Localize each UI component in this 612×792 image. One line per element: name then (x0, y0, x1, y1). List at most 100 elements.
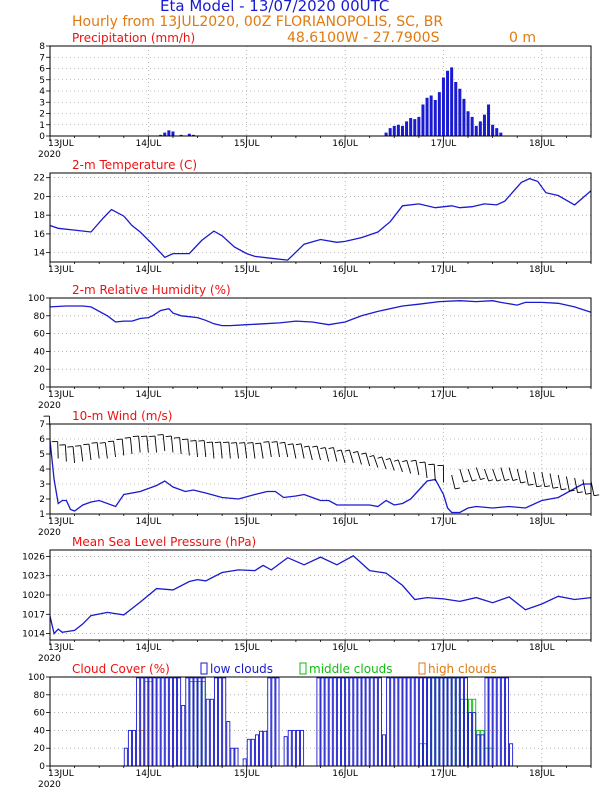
precip-bar (474, 125, 478, 136)
wind-barb-staff (397, 459, 403, 473)
cloud-middle-bar (488, 747, 493, 767)
precip-ytick-label: 1 (39, 121, 45, 131)
wind-xtick-label: 13JUL (48, 517, 74, 527)
cloud-middle-bar (468, 698, 473, 767)
wind-barb-staff (276, 441, 280, 458)
cloud-low-bar (496, 677, 501, 767)
wind-barb-staff (113, 440, 117, 458)
cloud-low-bar (406, 677, 411, 767)
mslp-xtick-label: 14JUL (136, 643, 162, 653)
cloud-middle-bar (189, 681, 194, 767)
precip-bar (421, 104, 425, 136)
cloud-low-bar (332, 677, 337, 767)
precip-bar (450, 67, 454, 136)
wind-xtick-label: 18JUL (529, 517, 555, 527)
mslp-line (49, 555, 592, 635)
cloud-low-bar (205, 698, 210, 767)
precip-bar (425, 97, 429, 136)
precip-bar (409, 118, 413, 136)
temp-ytick-label: 14 (34, 249, 46, 259)
rh-year-label: 2020 (38, 401, 61, 411)
wind-barb-staff (211, 442, 215, 459)
wind-barb-flag (75, 445, 81, 447)
wind-barb-flag (454, 487, 461, 490)
wind-barb-flag (263, 441, 269, 443)
cloud-low-bar (320, 677, 325, 767)
wind-frame (49, 423, 592, 515)
cloud-low-bar (336, 677, 341, 767)
wind-barb-flag (83, 443, 89, 446)
cloud-low-bar (316, 677, 321, 767)
cloud-low-bar (476, 734, 481, 767)
precip-bar (171, 131, 175, 136)
precip-ytick-label: 3 (39, 98, 45, 108)
wind-barb-staff (179, 437, 182, 455)
cloud-low-bar (427, 677, 432, 767)
cloud-xtick-label: 13JUL (48, 769, 74, 779)
precip-bar (163, 132, 167, 136)
mslp-ytick-label: 1014 (22, 630, 45, 640)
cloud-low-bar (213, 677, 218, 767)
mslp-ytick-label: 1023 (22, 572, 45, 582)
wind-barb-staff (284, 442, 289, 458)
precip-xtick-label: 13JUL (48, 139, 74, 149)
cloud-low-bar (283, 736, 288, 767)
wind-barb-staff (433, 464, 436, 482)
precip-bar (446, 70, 450, 136)
wind-barb-staff (357, 451, 362, 465)
cloud-low-bar (390, 677, 395, 767)
wind-barb-staff (406, 460, 412, 474)
rh-ytick-label: 20 (34, 365, 46, 375)
cloud-low-bar (197, 677, 202, 767)
cloud-middle-bar (484, 747, 489, 767)
wind-barb-flag (230, 442, 237, 444)
precip-bar (458, 88, 462, 136)
wind-barb-staff (268, 441, 272, 458)
precip-bar (499, 132, 503, 136)
wind-barb-staff (162, 434, 166, 452)
wind-barb-staff (333, 447, 338, 462)
cloud-middle-bar (451, 677, 456, 767)
cloud-low-bar (168, 677, 173, 767)
cloud-low-bar (500, 677, 505, 767)
wind-barb-flag (472, 479, 477, 482)
cloud-low-bar (328, 677, 333, 767)
precip-xtick-label: 17JUL (431, 139, 457, 149)
precip-bar (487, 104, 491, 136)
wind-barb-staff (57, 441, 59, 459)
wind-barb-staff (541, 471, 546, 487)
wind-barb-staff (582, 479, 587, 495)
wind-barb-staff (104, 442, 108, 459)
wind-barb-staff (146, 436, 149, 453)
station-elevation: 0 m (509, 30, 536, 46)
cloud-low-bar (242, 758, 247, 767)
wind-barb-staff (195, 440, 198, 458)
cloud-low-bar (435, 677, 440, 767)
wind-barb-flag (552, 486, 559, 489)
wind-barb-staff (574, 477, 579, 493)
mslp-xtick-label: 18JUL (529, 643, 555, 653)
wind-barb-flag (402, 460, 407, 463)
wind-barb-flag (328, 447, 334, 450)
rh-xtick-label: 16JUL (332, 390, 358, 400)
wind-barb-flag (410, 459, 416, 462)
wind-barb-flag (295, 443, 302, 446)
wind-barb-staff (424, 461, 428, 479)
cloud-low-bar (361, 677, 366, 767)
wind-ytick-label: 1 (39, 510, 45, 520)
cloud-low-bar (509, 743, 514, 767)
precip-bar (400, 125, 404, 136)
cloud-ytick-label: 80 (34, 691, 46, 701)
cloud-low-bar (357, 677, 362, 767)
wind-barb-flag (312, 445, 318, 448)
temp-title: 2-m Temperature (C) (72, 158, 197, 172)
mslp-frame (49, 549, 592, 641)
mslp-ytick-label: 1026 (22, 552, 45, 562)
wind-barb-flag (504, 478, 510, 481)
cloud-low-bar (398, 677, 403, 767)
wind-barb-staff (365, 452, 371, 467)
rh-ytick-label: 100 (28, 294, 45, 304)
precip-bar (396, 124, 400, 136)
cloud-low-bar (443, 677, 448, 767)
precip-bar (454, 82, 458, 136)
